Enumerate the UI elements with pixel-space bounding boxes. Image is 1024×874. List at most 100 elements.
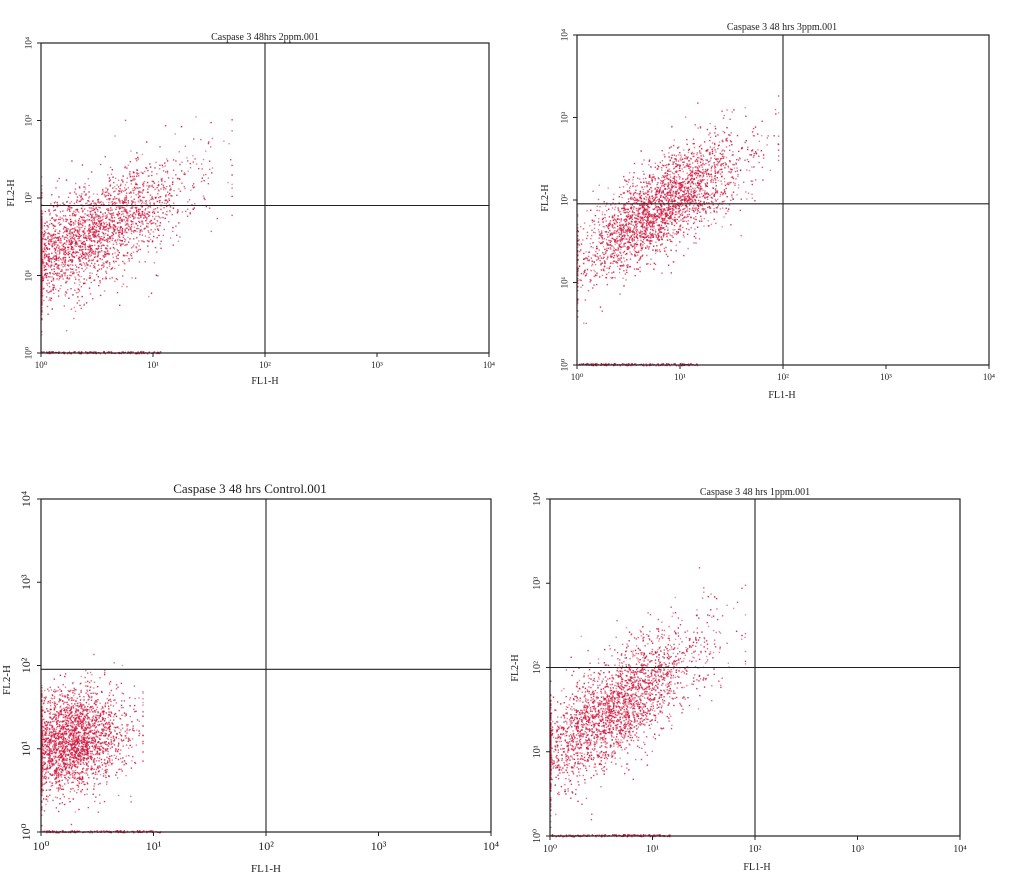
data-point	[152, 186, 155, 189]
data-point	[592, 242, 594, 244]
data-point	[644, 230, 646, 232]
data-point	[71, 236, 73, 238]
data-point	[95, 231, 97, 233]
data-point	[87, 235, 89, 238]
data-point	[179, 236, 181, 238]
data-point	[734, 184, 736, 187]
data-point	[685, 187, 688, 189]
data-point	[639, 192, 641, 195]
data-point	[95, 226, 98, 229]
data-point	[616, 255, 619, 258]
data-point	[157, 215, 159, 217]
data-point	[675, 211, 677, 213]
data-point	[714, 171, 717, 173]
data-point	[769, 169, 771, 171]
data-point	[141, 199, 143, 202]
data-point	[51, 264, 53, 266]
data-point	[41, 313, 43, 316]
data-point	[189, 162, 191, 165]
data-point	[733, 109, 735, 111]
data-point	[695, 216, 697, 218]
data-point	[681, 168, 683, 170]
data-point	[70, 353, 72, 355]
data-point	[711, 193, 713, 195]
data-point	[724, 192, 727, 195]
data-point	[750, 154, 752, 156]
y-tick-label: 10¹	[24, 269, 34, 281]
data-point	[105, 261, 107, 263]
data-point	[90, 217, 93, 219]
data-point	[663, 176, 666, 179]
data-point	[627, 190, 629, 193]
data-point	[616, 230, 619, 232]
data-point	[62, 243, 65, 245]
data-point	[635, 198, 637, 200]
data-point	[92, 223, 95, 226]
data-point	[685, 200, 688, 203]
data-point	[205, 205, 207, 208]
data-point	[126, 243, 128, 246]
data-point	[608, 223, 610, 225]
data-point	[112, 256, 114, 259]
data-point	[82, 248, 84, 251]
data-point	[124, 244, 126, 247]
data-point	[99, 220, 101, 223]
data-point	[669, 234, 671, 236]
data-point	[41, 253, 43, 255]
data-point	[137, 208, 140, 211]
data-point	[680, 197, 682, 199]
data-point	[98, 222, 101, 224]
data-point	[692, 155, 694, 158]
data-point	[149, 194, 152, 196]
data-point	[716, 190, 719, 192]
data-point	[75, 242, 77, 244]
data-point	[146, 185, 148, 187]
data-point	[667, 217, 669, 219]
data-point	[115, 232, 117, 234]
data-point	[87, 234, 90, 237]
data-point	[164, 199, 166, 201]
data-point	[201, 168, 203, 170]
data-point	[80, 286, 83, 288]
data-point	[65, 218, 67, 220]
data-point	[722, 201, 725, 203]
data-point	[51, 268, 53, 271]
data-point	[733, 167, 736, 169]
data-point	[721, 183, 723, 185]
data-point	[653, 216, 655, 218]
data-point	[193, 186, 196, 188]
data-point	[89, 211, 91, 213]
data-point	[603, 260, 606, 262]
data-point	[103, 263, 105, 265]
data-point	[179, 163, 181, 166]
data-point	[47, 237, 49, 239]
data-point	[192, 161, 194, 163]
data-point	[163, 207, 165, 209]
data-point	[76, 210, 79, 212]
data-point	[645, 227, 648, 229]
data-point	[105, 270, 107, 272]
data-point	[132, 188, 134, 190]
data-point	[138, 173, 140, 175]
data-point	[72, 251, 75, 254]
data-point	[607, 255, 609, 257]
data-point	[128, 225, 130, 228]
data-point	[70, 264, 72, 266]
data-point	[207, 143, 210, 145]
data-point	[116, 239, 119, 242]
data-point	[693, 189, 695, 191]
data-point	[713, 146, 715, 149]
data-point	[674, 192, 677, 194]
data-point	[710, 196, 713, 199]
data-point	[686, 208, 689, 210]
data-point	[118, 264, 120, 266]
data-point	[716, 211, 718, 213]
data-point	[644, 204, 646, 206]
data-point	[63, 236, 65, 239]
data-point	[156, 207, 159, 209]
data-point	[132, 192, 135, 194]
data-point	[711, 176, 713, 178]
x-tick-label: 10⁴	[483, 360, 495, 370]
data-point	[633, 231, 635, 233]
data-point	[596, 283, 598, 286]
